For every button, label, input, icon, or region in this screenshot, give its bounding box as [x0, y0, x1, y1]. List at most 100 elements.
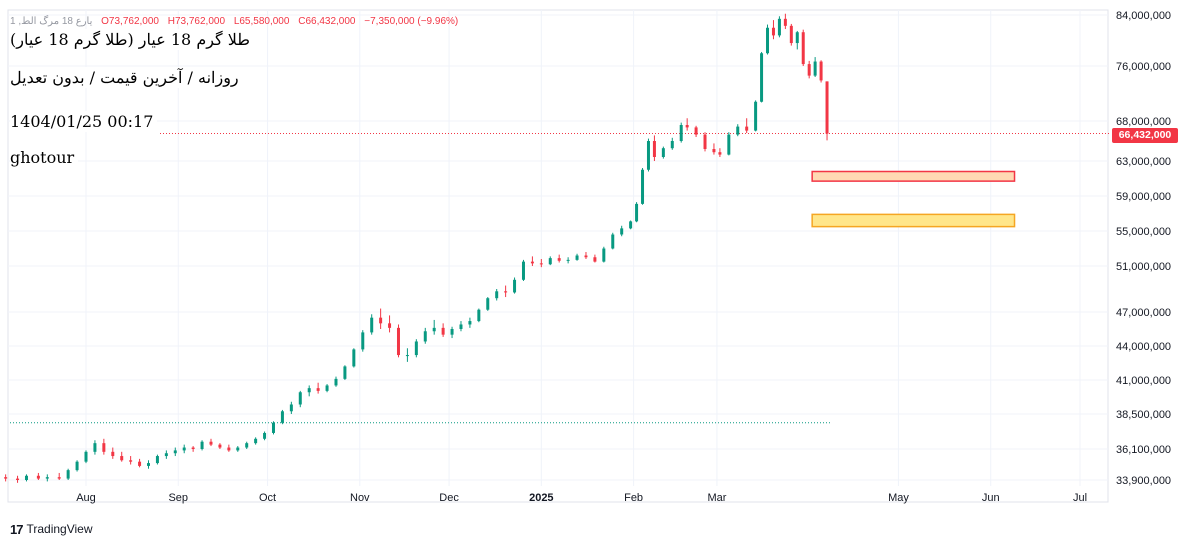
x-tick-label: Jun	[982, 492, 1000, 504]
chart-author: ghotour	[10, 147, 79, 168]
legend-high: H73,762,000	[167, 16, 226, 27]
zone-upper	[811, 170, 1016, 182]
candle-body	[316, 388, 320, 391]
y-tick-label: 59,000,000	[1116, 191, 1171, 203]
candle-body	[641, 169, 645, 204]
candle-body	[75, 461, 79, 471]
candle-body	[173, 450, 177, 454]
candle-body	[102, 443, 106, 452]
x-axis[interactable]: Aug Sep Oct Nov Dec 2025 Feb Mar May Jun Jul	[76, 492, 1087, 504]
candle-body	[111, 451, 115, 457]
candle-body	[200, 441, 204, 449]
candle-body	[24, 475, 28, 480]
candle-body	[459, 324, 463, 329]
candle-body	[566, 259, 570, 261]
candle-body	[754, 101, 758, 131]
candle-body	[620, 228, 624, 235]
candle-body	[694, 127, 698, 135]
y-tick-label: 47,000,000	[1116, 307, 1171, 319]
y-tick-label: 55,000,000	[1116, 226, 1171, 238]
candle-body	[155, 456, 159, 464]
candle-body	[783, 18, 787, 26]
candle-body	[646, 141, 650, 170]
x-tick-label: Dec	[439, 492, 459, 504]
candle-body	[280, 411, 284, 423]
candle-body	[486, 298, 490, 310]
candle-body	[557, 258, 561, 261]
candle-body	[66, 470, 70, 479]
x-tick-label: Oct	[259, 492, 276, 504]
x-tick-label: Mar	[707, 492, 726, 504]
candle-body	[736, 126, 740, 135]
x-tick-label: Feb	[624, 492, 643, 504]
candle-body	[379, 317, 383, 324]
candle-body	[789, 25, 793, 44]
candle-body	[611, 234, 615, 249]
candle-body	[45, 477, 49, 479]
candle-body	[661, 148, 665, 157]
candle-body	[593, 257, 597, 262]
candle-body	[450, 329, 454, 335]
candle-body	[191, 447, 195, 449]
candle-body	[813, 61, 817, 76]
candle-body	[84, 451, 88, 462]
candle-body	[129, 460, 133, 462]
y-tick-label: 84,000,000	[1116, 10, 1171, 22]
candle-body	[164, 453, 168, 457]
candle-body	[685, 125, 689, 128]
candle-body	[370, 317, 374, 333]
legend-low: L65,580,000	[233, 16, 290, 27]
chart-title: (طلا گرم 18 عیار (طلا گرم 18 عیار	[10, 29, 255, 50]
y-axis[interactable]: 84,000,000 76,000,000 68,000,000 63,000,000…	[1116, 10, 1171, 487]
candle-body	[718, 152, 722, 155]
y-tick-label: 38,500,000	[1116, 409, 1171, 421]
zones[interactable]	[811, 170, 1016, 228]
candle-body	[468, 321, 472, 325]
candle-body	[745, 126, 749, 131]
candle-body	[652, 141, 656, 157]
tradingview-logo[interactable]: 17 TradingView	[10, 521, 93, 537]
candle-body	[182, 447, 186, 451]
candle-body	[760, 53, 764, 102]
candle-body	[766, 27, 770, 54]
ohlc-legend: 1 ,یارع 18 مرگ الط O73,762,000 H73,762,0…	[10, 16, 464, 27]
candle-body	[584, 255, 588, 258]
candle-body	[343, 366, 347, 379]
candle-body	[263, 432, 267, 439]
x-tick-label: Nov	[350, 492, 370, 504]
candle-body	[289, 404, 293, 412]
candle-body	[602, 248, 606, 262]
candle-body	[539, 263, 543, 265]
y-tick-label: 41,000,000	[1116, 375, 1171, 387]
candle-body	[388, 323, 392, 328]
candle-body	[334, 378, 338, 386]
grid	[8, 10, 1108, 486]
candle-body	[629, 221, 633, 229]
y-tick-label: 44,000,000	[1116, 341, 1171, 353]
last-price-badge: 66,432,000	[1112, 128, 1178, 143]
candle-body	[530, 261, 534, 264]
candle-body	[495, 291, 499, 299]
candle-body	[819, 61, 823, 81]
x-tick-label: Jul	[1073, 492, 1087, 504]
candle-body	[727, 134, 731, 155]
candle-body	[825, 81, 829, 134]
candle-body	[57, 477, 61, 479]
candle-body	[521, 261, 525, 280]
candle-body	[138, 461, 142, 466]
candle-body	[670, 141, 674, 149]
candle-body	[679, 125, 683, 141]
candle-body	[298, 392, 302, 405]
legend-close: C66,432,000	[298, 16, 356, 27]
candle-body	[307, 388, 311, 393]
candle-body	[777, 18, 781, 36]
chart-datetime: 1404/01/25 00:17	[10, 111, 158, 132]
candle-body	[477, 309, 481, 322]
candle-body	[513, 279, 517, 293]
candles	[4, 13, 829, 483]
y-tick-label: 36,100,000	[1116, 444, 1171, 456]
candle-body	[254, 438, 258, 444]
candle-body	[361, 332, 365, 350]
candle-body	[218, 444, 222, 448]
